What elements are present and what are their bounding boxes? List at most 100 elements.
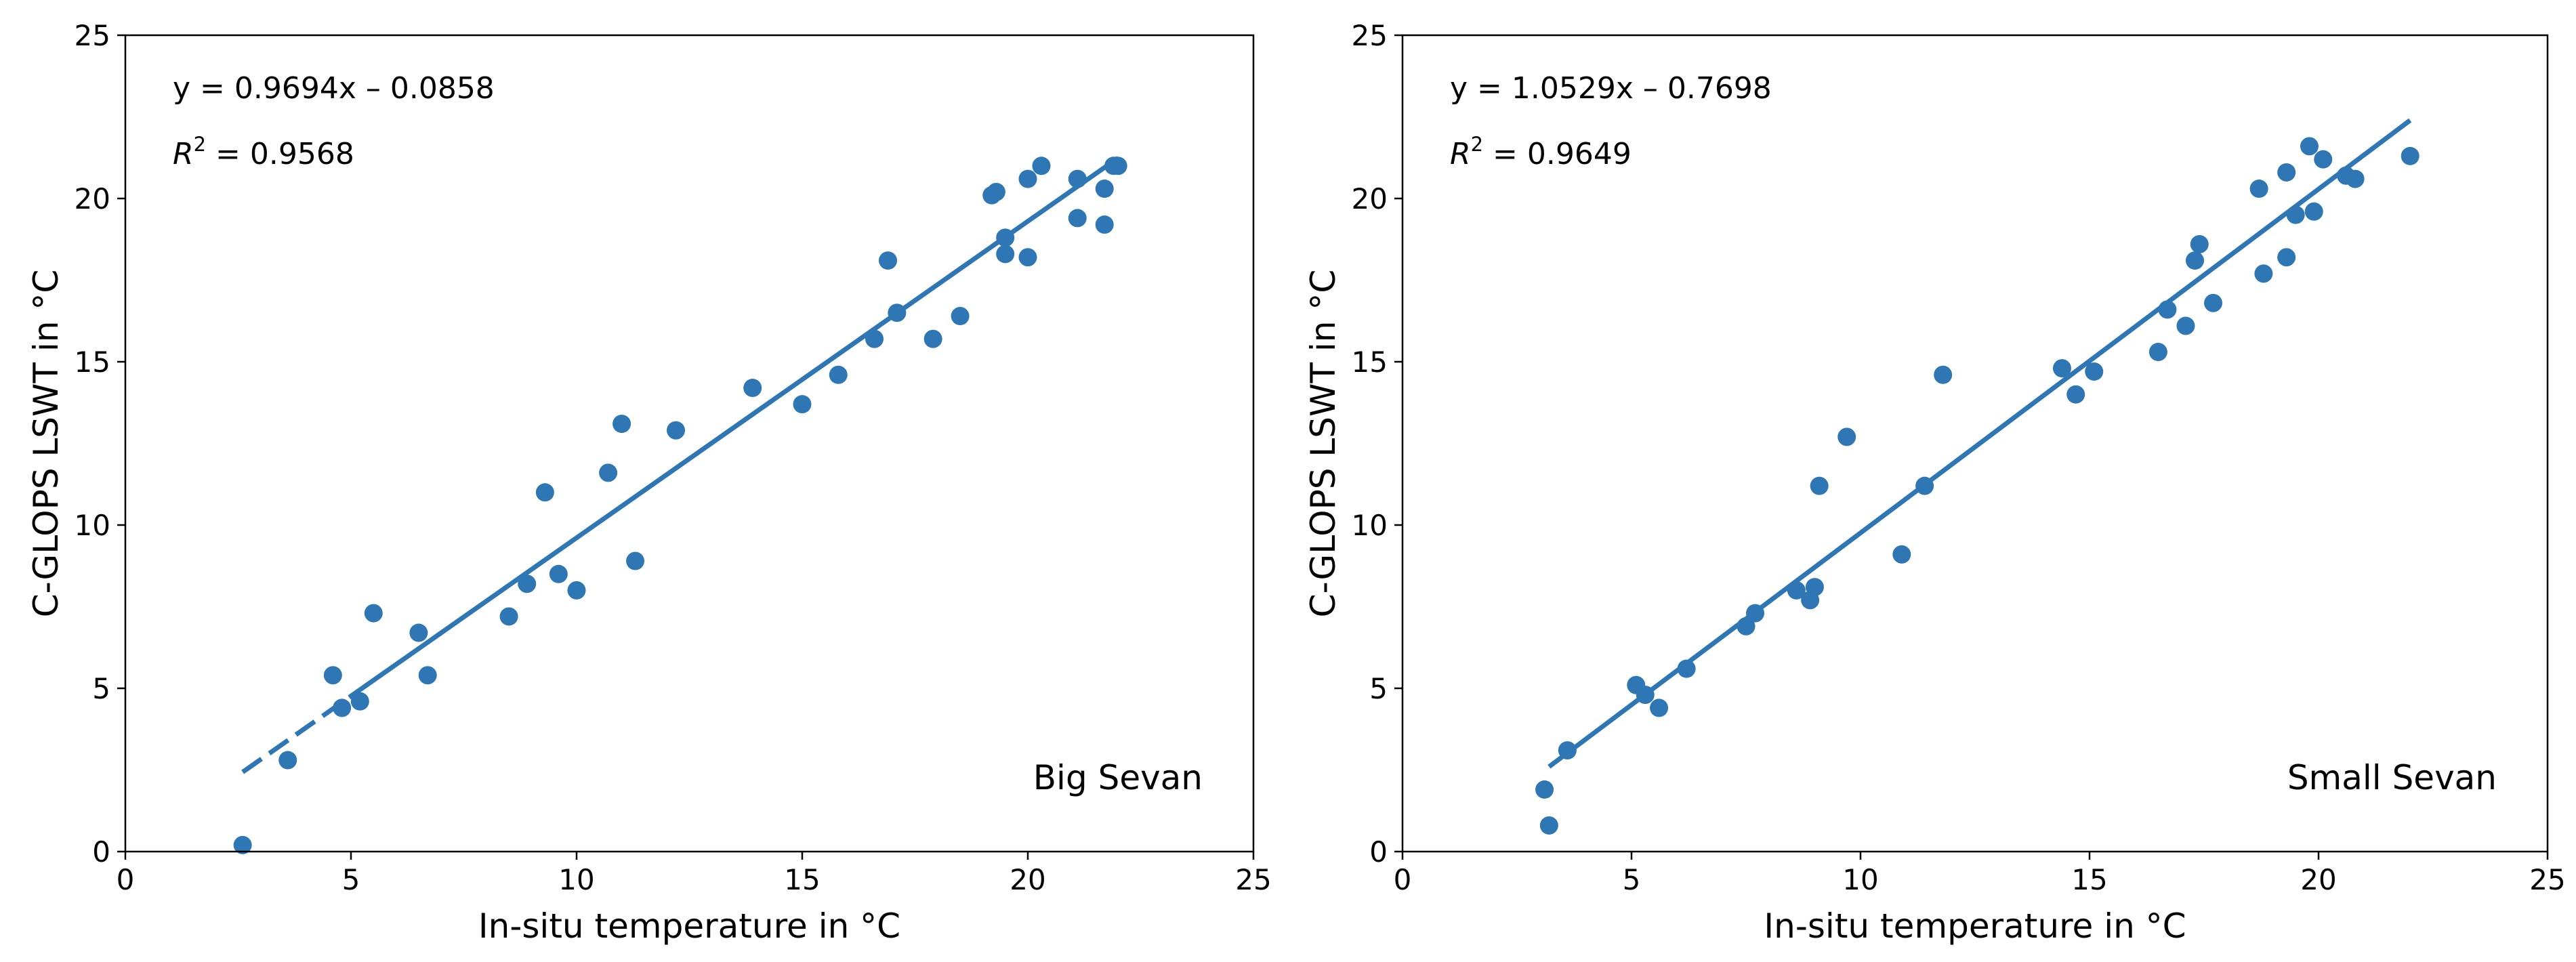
scatter-point <box>2176 316 2195 335</box>
scatter-point <box>793 395 812 414</box>
scatter-point <box>499 607 518 626</box>
scatter-point <box>535 483 554 502</box>
scatter-point <box>1558 741 1577 760</box>
scatter-point <box>2158 300 2177 319</box>
scatter-point <box>1737 616 1756 635</box>
scatter-point <box>2277 248 2296 267</box>
plot-frame <box>1401 34 2549 853</box>
scatter-point <box>2346 169 2365 188</box>
scatter-point <box>2148 343 2167 362</box>
scatter-point <box>1650 698 1669 717</box>
scatter-point <box>888 304 907 322</box>
scatter-point <box>1636 686 1655 705</box>
scatter-point <box>2401 146 2419 165</box>
scatter-point <box>1068 169 1087 188</box>
r-squared-superscript: 2 <box>1471 133 1483 156</box>
scatter-point <box>333 698 352 717</box>
scatter-point <box>323 666 342 685</box>
x-tick-label: 20 <box>2300 863 2336 896</box>
plot-frame <box>124 34 1255 853</box>
scatter-point <box>2304 202 2323 221</box>
r-squared-label: R2 = 0.9568 <box>173 133 354 171</box>
scatter-point <box>1837 427 1856 446</box>
lake-label: Small Sevan <box>2287 758 2497 797</box>
scatter-point <box>667 421 686 440</box>
regression-equation: y = 0.9694x – 0.0858 <box>173 71 495 106</box>
y-tick-label: 20 <box>1352 182 1388 215</box>
scatter-point <box>364 604 383 623</box>
y-axis-title: C-GLOPS LSWT in °C <box>26 270 66 618</box>
axis-ticks: 0 5 10 15 20 25 0 5 10 15 20 25 <box>75 19 1272 896</box>
data-marks <box>233 156 1127 854</box>
scatter-point <box>2190 234 2209 253</box>
r-symbol: R <box>173 137 194 171</box>
scatter-point <box>1018 169 1037 188</box>
scatter-point <box>1677 659 1696 678</box>
scatter-point <box>743 379 762 398</box>
scatter-point <box>829 365 848 384</box>
regression-equation: y = 1.0529x – 0.7698 <box>1450 71 1772 106</box>
y-tick-label: 15 <box>75 346 110 379</box>
scatter-point <box>2254 264 2273 283</box>
x-axis-title: In-situ temperature in °C <box>1764 906 2186 946</box>
scatter-point <box>278 751 297 770</box>
y-tick-label: 10 <box>75 509 110 542</box>
x-tick-label: 20 <box>1010 863 1045 896</box>
scatter-point <box>986 182 1005 201</box>
x-tick-label: 10 <box>558 863 594 896</box>
scatter-point <box>923 329 942 348</box>
scatter-point <box>1032 156 1051 175</box>
scatter-point <box>549 564 568 583</box>
scatter-point <box>1018 248 1037 267</box>
scatter-point <box>2300 137 2319 156</box>
x-tick-label: 0 <box>117 863 135 896</box>
scatter-point <box>350 692 369 711</box>
y-tick-label: 25 <box>75 19 110 52</box>
scatter-point <box>1934 365 1953 384</box>
x-tick-label: 0 <box>1394 863 1412 896</box>
r-squared-superscript: 2 <box>194 133 206 156</box>
y-tick-label: 5 <box>92 672 110 705</box>
scatter-point <box>1892 545 1911 564</box>
scatter-point <box>1068 209 1087 228</box>
scatter-point <box>2249 180 2268 198</box>
x-tick-label: 15 <box>784 863 820 896</box>
scatter-point <box>2204 293 2223 312</box>
y-tick-label: 5 <box>1369 672 1388 705</box>
x-tick-label: 15 <box>2071 863 2107 896</box>
y-tick-label: 0 <box>1369 835 1388 869</box>
x-tick-label: 5 <box>342 863 360 896</box>
x-tick-label: 5 <box>1623 863 1641 896</box>
scatter-point <box>409 623 428 642</box>
scatter-point <box>2286 205 2305 224</box>
scatter-point <box>518 574 537 593</box>
y-tick-label: 0 <box>92 835 110 869</box>
y-tick-label: 20 <box>75 182 110 215</box>
regression-line <box>1547 118 2412 769</box>
scatter-point <box>612 415 631 434</box>
x-tick-label: 25 <box>1235 863 1271 896</box>
scatter-point <box>567 581 586 600</box>
r-squared-value: = 0.9568 <box>206 137 354 171</box>
data-marks <box>1535 118 2419 835</box>
scatter-point <box>1108 156 1127 175</box>
scatter-point <box>2277 163 2296 182</box>
panel-small-sevan: 0 5 10 15 20 25 0 5 10 15 20 25 y = 1.0529x – 0.769… <box>1304 19 2566 946</box>
scatter-point <box>996 245 1015 264</box>
y-tick-label: 10 <box>1352 509 1388 542</box>
scatter-point <box>2185 251 2204 270</box>
x-axis-title: In-situ temperature in °C <box>478 906 900 946</box>
scatter-point <box>1810 476 1829 495</box>
y-axis-title: C-GLOPS LSWT in °C <box>1304 270 1343 618</box>
scatter-point <box>996 228 1015 247</box>
r-squared-value: = 0.9649 <box>1483 137 1632 171</box>
scatter-point <box>1095 215 1114 234</box>
scatter-point <box>1915 476 1934 495</box>
y-tick-label: 25 <box>1352 19 1388 52</box>
y-tick-label: 15 <box>1352 346 1388 379</box>
scatter-point <box>2066 385 2085 404</box>
scatter-point <box>418 666 437 685</box>
scatter-point <box>1805 578 1824 597</box>
